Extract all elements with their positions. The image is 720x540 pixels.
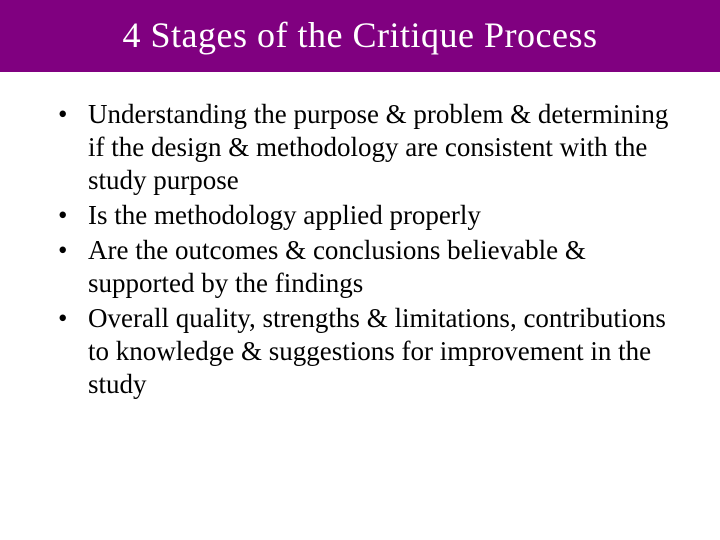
bullet-text: Overall quality, strengths & limitations… <box>88 303 666 399</box>
bullet-text: Is the methodology applied properly <box>88 200 481 230</box>
list-item: Are the outcomes & conclusions believabl… <box>50 234 670 300</box>
slide-title: 4 Stages of the Critique Process <box>0 14 720 56</box>
bullet-text: Are the outcomes & conclusions believabl… <box>88 235 586 298</box>
list-item: Overall quality, strengths & limitations… <box>50 302 670 401</box>
slide-body: Understanding the purpose & problem & de… <box>0 72 720 400</box>
list-item: Is the methodology applied properly <box>50 199 670 232</box>
list-item: Understanding the purpose & problem & de… <box>50 98 670 197</box>
bullet-text: Understanding the purpose & problem & de… <box>88 99 668 195</box>
bullet-list: Understanding the purpose & problem & de… <box>50 98 670 400</box>
title-bar: 4 Stages of the Critique Process <box>0 0 720 72</box>
